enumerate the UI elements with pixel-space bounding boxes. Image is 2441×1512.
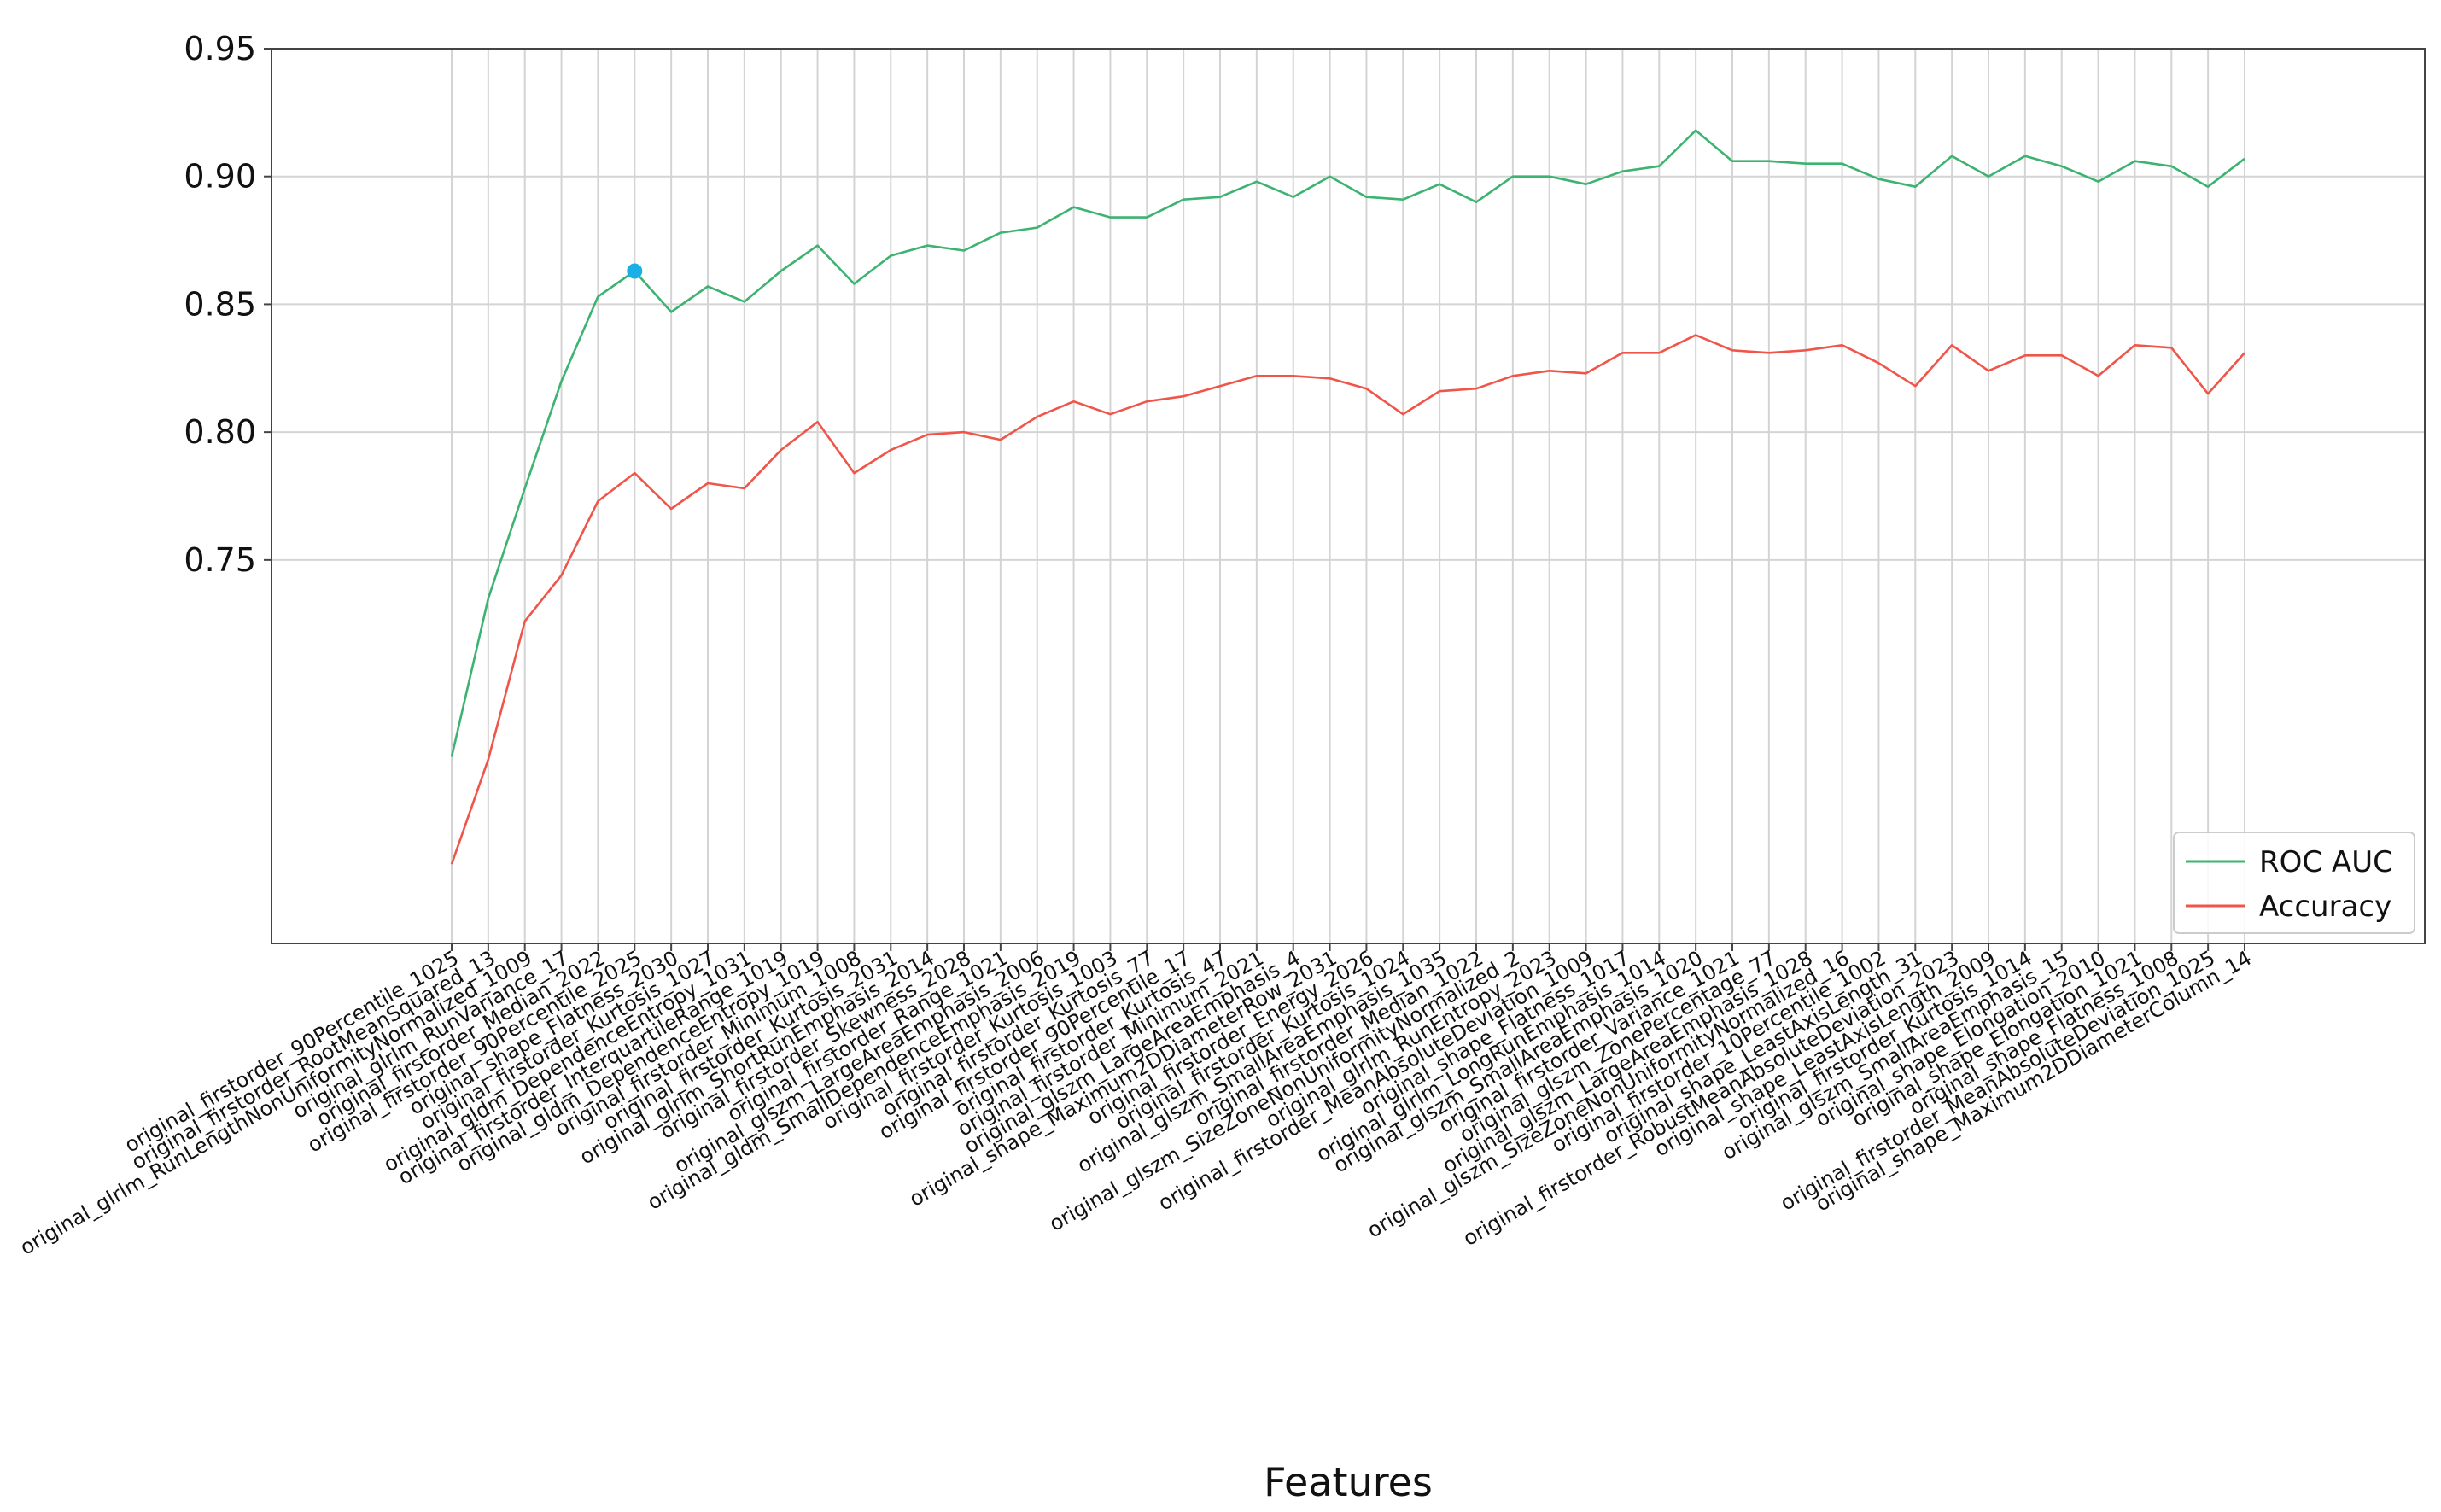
series-line <box>450 129 2245 757</box>
grid <box>272 48 2425 943</box>
y-tick-label: 0.95 <box>184 30 256 67</box>
legend: ROC AUC Accuracy <box>2173 832 2415 934</box>
series-lines <box>450 129 2245 865</box>
y-tick-label: 0.75 <box>184 541 256 579</box>
y-tick-label: 0.80 <box>184 413 256 451</box>
legend-label: ROC AUC <box>2259 845 2393 879</box>
plot-frame <box>271 48 2426 944</box>
x-axis-title: Features <box>1264 1459 1433 1505</box>
highlight-point <box>627 263 643 279</box>
y-tick-label: 0.90 <box>184 158 256 196</box>
x-axis: original_firstorder_90Percentile_1025ori… <box>16 943 2256 1260</box>
legend-label: Accuracy <box>2259 890 2391 924</box>
y-axis: 0.75 0.80 0.85 0.90 0.95 <box>184 30 272 579</box>
y-tick-label: 0.85 <box>184 285 256 323</box>
legend-box <box>2173 832 2415 934</box>
series-line <box>450 334 2245 865</box>
